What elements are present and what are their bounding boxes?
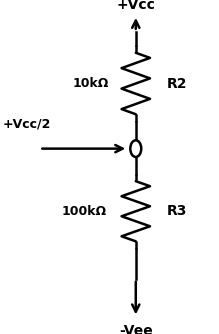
Text: 100kΩ: 100kΩ bbox=[61, 205, 106, 218]
Text: R2: R2 bbox=[166, 76, 187, 91]
Circle shape bbox=[130, 140, 141, 157]
Text: +Vcc: +Vcc bbox=[116, 0, 155, 12]
Text: R3: R3 bbox=[166, 204, 187, 218]
Text: -Vee: -Vee bbox=[119, 324, 153, 334]
Text: 10kΩ: 10kΩ bbox=[72, 77, 109, 90]
Text: +Vcc/2: +Vcc/2 bbox=[2, 117, 51, 130]
